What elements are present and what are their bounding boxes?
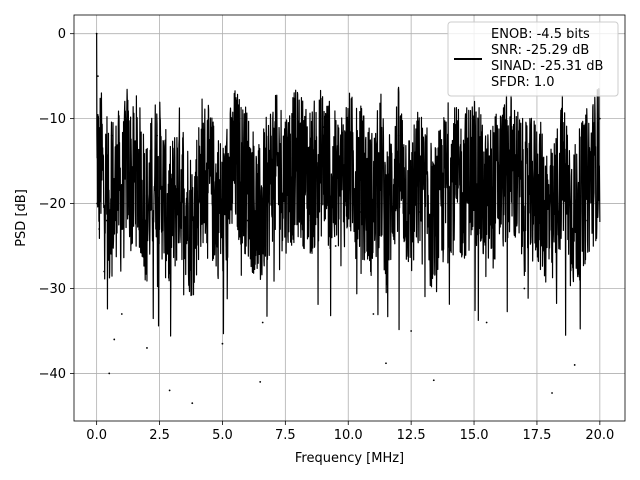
psd-point xyxy=(561,160,564,162)
psd-point xyxy=(410,330,413,332)
psd-point xyxy=(108,372,111,375)
x-tick-label: 7.5 xyxy=(275,428,296,443)
psd-point xyxy=(156,134,158,137)
legend-box xyxy=(447,21,619,97)
psd-point xyxy=(460,245,463,247)
x-tick-label: 10.0 xyxy=(334,428,363,443)
x-tick-label: 17.5 xyxy=(522,428,551,443)
y-tick-label: −20 xyxy=(39,197,66,212)
psd-point xyxy=(178,202,181,205)
psd-point xyxy=(297,143,299,146)
psd-point xyxy=(334,245,337,247)
psd-point xyxy=(100,160,103,162)
y-tick-label: −10 xyxy=(39,112,66,127)
psd-point xyxy=(397,134,400,137)
psd-point xyxy=(191,402,194,405)
psd-point xyxy=(201,160,204,162)
y-tick-label: −40 xyxy=(39,367,66,382)
psd-point xyxy=(110,134,113,137)
psd-point xyxy=(347,151,350,154)
psd-point xyxy=(322,126,324,129)
x-tick-label: 15.0 xyxy=(460,428,489,443)
y-tick-label: −30 xyxy=(39,282,66,297)
psd-point xyxy=(135,160,138,162)
psd-point xyxy=(447,185,450,188)
psd-point xyxy=(536,245,538,247)
y-tick-label: 0 xyxy=(58,27,66,42)
x-axis-ticks: 0.0 2.5 5.0 7.5 10.0 12.5 15.0 17.5 20.0 xyxy=(86,421,614,443)
psd-point xyxy=(573,364,576,366)
psd-point xyxy=(309,219,312,222)
psd-point xyxy=(96,202,99,205)
plot-frame xyxy=(73,14,626,422)
psd-point xyxy=(473,160,475,162)
y-axis-ticks: 0 −10 −20 −30 −40 xyxy=(39,27,74,382)
psd-point xyxy=(146,347,148,349)
psd-point xyxy=(498,202,501,205)
psd-point xyxy=(359,211,362,213)
psd-point xyxy=(99,117,102,120)
psd-point xyxy=(168,389,171,392)
legend-line-sinad: SINAD: -25.31 dB xyxy=(491,59,603,74)
psd-point xyxy=(510,151,513,154)
x-tick-label: 2.5 xyxy=(149,428,170,443)
psd-point xyxy=(432,379,435,382)
psd-point xyxy=(105,219,108,222)
psd-point xyxy=(261,321,264,324)
x-axis-label: Frequency [MHz] xyxy=(295,451,404,466)
psd-point xyxy=(417,211,420,213)
psd-point xyxy=(221,342,224,345)
psd-point xyxy=(97,75,99,78)
psd-trace xyxy=(96,33,601,337)
psd-point xyxy=(551,392,553,394)
x-tick-label: 5.0 xyxy=(212,428,233,443)
x-tick-label: 20.0 xyxy=(585,428,614,443)
psd-point xyxy=(598,117,601,120)
x-tick-label: 0.0 xyxy=(86,428,107,443)
psd-point xyxy=(246,219,249,222)
psd-point xyxy=(125,117,128,120)
psd-point xyxy=(523,287,526,290)
x-tick-label: 12.5 xyxy=(397,428,426,443)
legend-line-snr: SNR: -25.29 dB xyxy=(491,43,589,58)
legend-line-enob: ENOB: -4.5 bits xyxy=(491,27,590,42)
psd-point xyxy=(113,338,116,341)
psd-point xyxy=(380,160,382,162)
legend: ENOB: -4.5 bits SNR: -25.29 dB SINAD: -2… xyxy=(447,21,619,97)
psd-point xyxy=(234,134,236,137)
psd-point xyxy=(586,219,589,222)
psd-point xyxy=(385,362,387,365)
psd-point xyxy=(372,313,375,315)
psd-point xyxy=(485,321,488,324)
psd-point xyxy=(271,160,274,162)
psd-point xyxy=(259,381,262,383)
psd-point xyxy=(98,228,101,230)
series-group xyxy=(95,32,601,405)
psd-point xyxy=(120,313,123,315)
psd-point xyxy=(115,185,118,188)
legend-line-sfdr: SFDR: 1.0 xyxy=(491,75,555,90)
y-axis-label: PSD [dB] xyxy=(14,189,29,247)
psd-point xyxy=(95,32,98,35)
psd-point xyxy=(130,236,133,239)
psd-point xyxy=(284,202,287,205)
psd-point xyxy=(103,270,106,273)
